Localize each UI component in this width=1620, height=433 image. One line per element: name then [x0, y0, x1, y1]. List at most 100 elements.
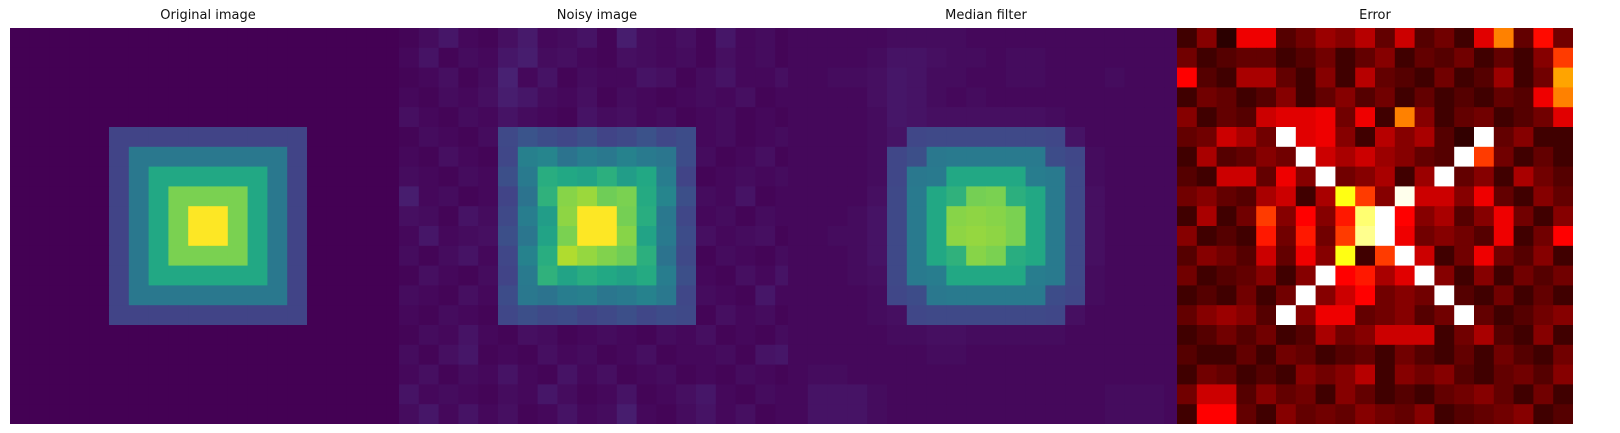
heatmap-cell: [208, 266, 228, 286]
heatmap-cell: [69, 28, 89, 48]
heatmap-cell: [498, 365, 518, 385]
heatmap-cell: [1217, 68, 1237, 88]
heatmap-cell: [498, 127, 518, 147]
heatmap-cell: [1355, 404, 1375, 424]
heatmap-cell: [1026, 384, 1046, 404]
heatmap-cell: [1006, 87, 1026, 107]
heatmap-cell: [366, 48, 386, 68]
heatmap-cell: [867, 345, 887, 365]
heatmap-cell: [129, 285, 149, 305]
heatmap-cell: [696, 48, 716, 68]
heatmap-cell: [478, 365, 498, 385]
heatmap-cell: [1494, 107, 1514, 127]
heatmap-cell: [1454, 186, 1474, 206]
heatmap-cell: [208, 404, 228, 424]
heatmap-cell: [696, 107, 716, 127]
heatmap-cell: [1395, 147, 1415, 167]
heatmap-cell: [168, 28, 188, 48]
heatmap-cell: [808, 384, 828, 404]
heatmap-cell: [927, 325, 947, 345]
heatmap-cell: [69, 266, 89, 286]
heatmap-cell: [89, 285, 109, 305]
heatmap-cell: [10, 147, 30, 167]
heatmap-cell: [188, 68, 208, 88]
heatmap-cell: [1026, 325, 1046, 345]
heatmap-cell: [478, 384, 498, 404]
heatmap-cell: [1125, 107, 1145, 127]
heatmap-cell: [847, 285, 867, 305]
heatmap-cell: [1434, 266, 1454, 286]
heatmap-cell: [577, 147, 597, 167]
heatmap-cell: [1296, 325, 1316, 345]
heatmap-cell: [188, 226, 208, 246]
heatmap-cell: [327, 48, 347, 68]
heatmap-cell: [1177, 28, 1197, 48]
heatmap-cell: [1276, 285, 1296, 305]
heatmap-cell: [907, 226, 927, 246]
heatmap-cell: [597, 325, 617, 345]
heatmap-cell: [966, 226, 986, 246]
heatmap-cell: [498, 285, 518, 305]
heatmap-cell: [867, 404, 887, 424]
heatmap-cell: [1256, 107, 1276, 127]
heatmap-cell: [1177, 186, 1197, 206]
heatmap-cell: [1236, 325, 1256, 345]
heatmap-cell: [1125, 365, 1145, 385]
heatmap-cell: [399, 384, 419, 404]
heatmap-cell: [736, 266, 756, 286]
heatmap-cell: [1454, 48, 1474, 68]
heatmap-cell: [1355, 384, 1375, 404]
heatmap-cell: [617, 167, 637, 187]
heatmap-cell: [69, 167, 89, 187]
heatmap-cell: [755, 325, 775, 345]
heatmap-cell: [617, 365, 637, 385]
heatmap-cell: [1006, 167, 1026, 187]
heatmap-cell: [1355, 68, 1375, 88]
heatmap-cell: [1026, 147, 1046, 167]
heatmap-cell: [676, 305, 696, 325]
heatmap-cell: [1474, 246, 1494, 266]
heatmap-cell: [287, 226, 307, 246]
heatmap-cell: [228, 365, 248, 385]
heatmap-cell: [1256, 147, 1276, 167]
heatmap-cell: [1296, 48, 1316, 68]
heatmap-cell: [1125, 305, 1145, 325]
heatmap-cell: [1256, 285, 1276, 305]
heatmap-cell: [287, 384, 307, 404]
heatmap-cell: [1217, 266, 1237, 286]
heatmap-cell: [696, 266, 716, 286]
heatmap-cell: [1335, 305, 1355, 325]
heatmap-cell: [1533, 345, 1553, 365]
heatmap-cell: [1065, 147, 1085, 167]
heatmap-cell: [907, 384, 927, 404]
heatmap-cell: [188, 147, 208, 167]
heatmap-cell: [1316, 246, 1336, 266]
heatmap-cell: [89, 167, 109, 187]
heatmap-cell: [228, 68, 248, 88]
heatmap-cell: [656, 206, 676, 226]
heatmap-cell: [577, 167, 597, 187]
heatmap-cell: [1434, 127, 1454, 147]
heatmap-cell: [129, 305, 149, 325]
heatmap-cell: [1006, 305, 1026, 325]
heatmap-cell: [498, 68, 518, 88]
heatmap-cell: [478, 28, 498, 48]
heatmap-cell: [656, 167, 676, 187]
heatmap-cell: [30, 87, 50, 107]
panel-title: Noisy image: [399, 8, 795, 24]
heatmap-cell: [109, 266, 129, 286]
heatmap-cell: [1415, 68, 1435, 88]
heatmap-cell: [267, 285, 287, 305]
heatmap-cell: [1217, 226, 1237, 246]
heatmap-cell: [518, 325, 538, 345]
heatmap-cell: [755, 404, 775, 424]
heatmap-cell: [498, 384, 518, 404]
heatmap-cell: [927, 345, 947, 365]
heatmap-cell: [1494, 325, 1514, 345]
heatmap-cell: [1065, 345, 1085, 365]
heatmap-cell: [676, 246, 696, 266]
heatmap-cell: [1197, 305, 1217, 325]
heatmap-cell: [1276, 107, 1296, 127]
heatmap-cell: [1065, 87, 1085, 107]
heatmap-cell: [10, 404, 30, 424]
